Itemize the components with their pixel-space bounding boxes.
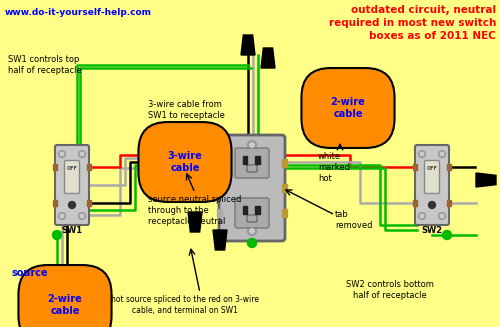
FancyBboxPatch shape <box>64 161 80 194</box>
Bar <box>255 156 260 164</box>
Bar <box>217 209 222 217</box>
FancyBboxPatch shape <box>235 148 269 178</box>
Circle shape <box>440 214 444 218</box>
Circle shape <box>440 152 444 156</box>
Circle shape <box>58 150 66 158</box>
Bar <box>217 159 222 167</box>
Circle shape <box>60 214 64 218</box>
Circle shape <box>78 150 86 158</box>
Text: SW1: SW1 <box>62 226 82 235</box>
Bar <box>53 164 57 170</box>
Bar <box>447 200 451 206</box>
Circle shape <box>52 231 62 239</box>
Circle shape <box>420 152 424 156</box>
Text: source neutral spliced
through to the
receptacle neutral: source neutral spliced through to the re… <box>148 195 242 226</box>
Bar <box>447 164 451 170</box>
FancyBboxPatch shape <box>424 161 440 194</box>
Circle shape <box>248 238 256 248</box>
Circle shape <box>418 150 426 158</box>
Text: SW2: SW2 <box>422 226 442 235</box>
Circle shape <box>418 213 426 219</box>
Polygon shape <box>213 230 227 250</box>
Text: white
marked
hot: white marked hot <box>318 152 350 183</box>
Bar <box>87 200 91 206</box>
Text: source: source <box>12 268 49 278</box>
Circle shape <box>438 213 446 219</box>
Circle shape <box>58 213 66 219</box>
Text: 2-wire
cable: 2-wire cable <box>48 294 82 316</box>
Circle shape <box>438 150 446 158</box>
Circle shape <box>248 227 256 235</box>
Bar <box>87 164 91 170</box>
Text: SW1 controls top
half of receptacle: SW1 controls top half of receptacle <box>8 55 82 75</box>
FancyBboxPatch shape <box>55 145 89 225</box>
Circle shape <box>428 201 436 209</box>
Text: outdated circuit, neutral
required in most new switch
boxes as of 2011 NEC: outdated circuit, neutral required in mo… <box>328 5 496 42</box>
Text: tab
removed: tab removed <box>335 210 372 230</box>
Bar <box>413 200 417 206</box>
Bar <box>243 156 246 164</box>
Text: 2-wire
cable: 2-wire cable <box>330 97 366 119</box>
Circle shape <box>80 152 84 156</box>
Bar <box>282 159 287 167</box>
FancyBboxPatch shape <box>219 135 285 241</box>
Circle shape <box>250 229 254 233</box>
Bar <box>255 206 260 214</box>
Polygon shape <box>261 48 275 68</box>
Text: OFF: OFF <box>66 166 78 171</box>
Circle shape <box>248 141 256 149</box>
FancyBboxPatch shape <box>415 145 449 225</box>
Polygon shape <box>476 173 496 187</box>
Polygon shape <box>188 212 202 232</box>
Circle shape <box>250 143 254 147</box>
FancyBboxPatch shape <box>247 165 257 172</box>
Circle shape <box>442 231 452 239</box>
Text: hot source spliced to the red on 3-wire
cable, and terminal on SW1: hot source spliced to the red on 3-wire … <box>111 295 259 315</box>
Bar <box>243 206 246 214</box>
Circle shape <box>60 152 64 156</box>
Text: www.do-it-yourself-help.com: www.do-it-yourself-help.com <box>5 8 152 17</box>
Circle shape <box>68 201 75 209</box>
Text: SW2 controls bottom
half of receptacle: SW2 controls bottom half of receptacle <box>346 280 434 300</box>
FancyBboxPatch shape <box>247 215 257 222</box>
Circle shape <box>420 214 424 218</box>
Text: 3-wire cable from
SW1 to receptacle: 3-wire cable from SW1 to receptacle <box>148 100 225 120</box>
Polygon shape <box>241 35 255 55</box>
Bar <box>282 209 287 217</box>
Bar <box>282 184 287 192</box>
Bar <box>413 164 417 170</box>
Bar <box>53 200 57 206</box>
Circle shape <box>80 214 84 218</box>
Text: 3-wire
cable: 3-wire cable <box>168 151 202 173</box>
Text: OFF: OFF <box>426 166 438 171</box>
Polygon shape <box>30 281 50 295</box>
Circle shape <box>78 213 86 219</box>
FancyBboxPatch shape <box>235 198 269 228</box>
